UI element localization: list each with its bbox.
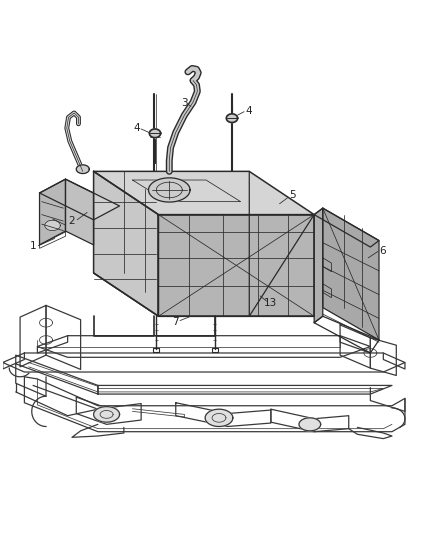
- Text: 3: 3: [181, 98, 188, 108]
- Polygon shape: [226, 114, 237, 123]
- Polygon shape: [205, 409, 233, 426]
- Polygon shape: [94, 407, 120, 422]
- Text: 4: 4: [134, 123, 140, 133]
- Polygon shape: [299, 418, 321, 431]
- Polygon shape: [149, 129, 161, 138]
- Polygon shape: [66, 179, 94, 245]
- Polygon shape: [314, 208, 323, 322]
- Polygon shape: [159, 215, 314, 316]
- Polygon shape: [76, 165, 89, 174]
- Polygon shape: [45, 220, 60, 231]
- Text: 6: 6: [379, 246, 386, 256]
- Text: 13: 13: [264, 298, 278, 308]
- Polygon shape: [39, 179, 66, 245]
- Polygon shape: [94, 172, 314, 215]
- Text: 2: 2: [69, 216, 75, 226]
- Polygon shape: [39, 179, 120, 220]
- Text: 4: 4: [245, 106, 252, 116]
- Text: 5: 5: [289, 190, 296, 200]
- Text: 1: 1: [30, 241, 36, 251]
- Polygon shape: [323, 208, 379, 340]
- Polygon shape: [148, 178, 190, 202]
- Text: 7: 7: [173, 317, 179, 327]
- Polygon shape: [314, 208, 379, 247]
- Polygon shape: [94, 172, 159, 316]
